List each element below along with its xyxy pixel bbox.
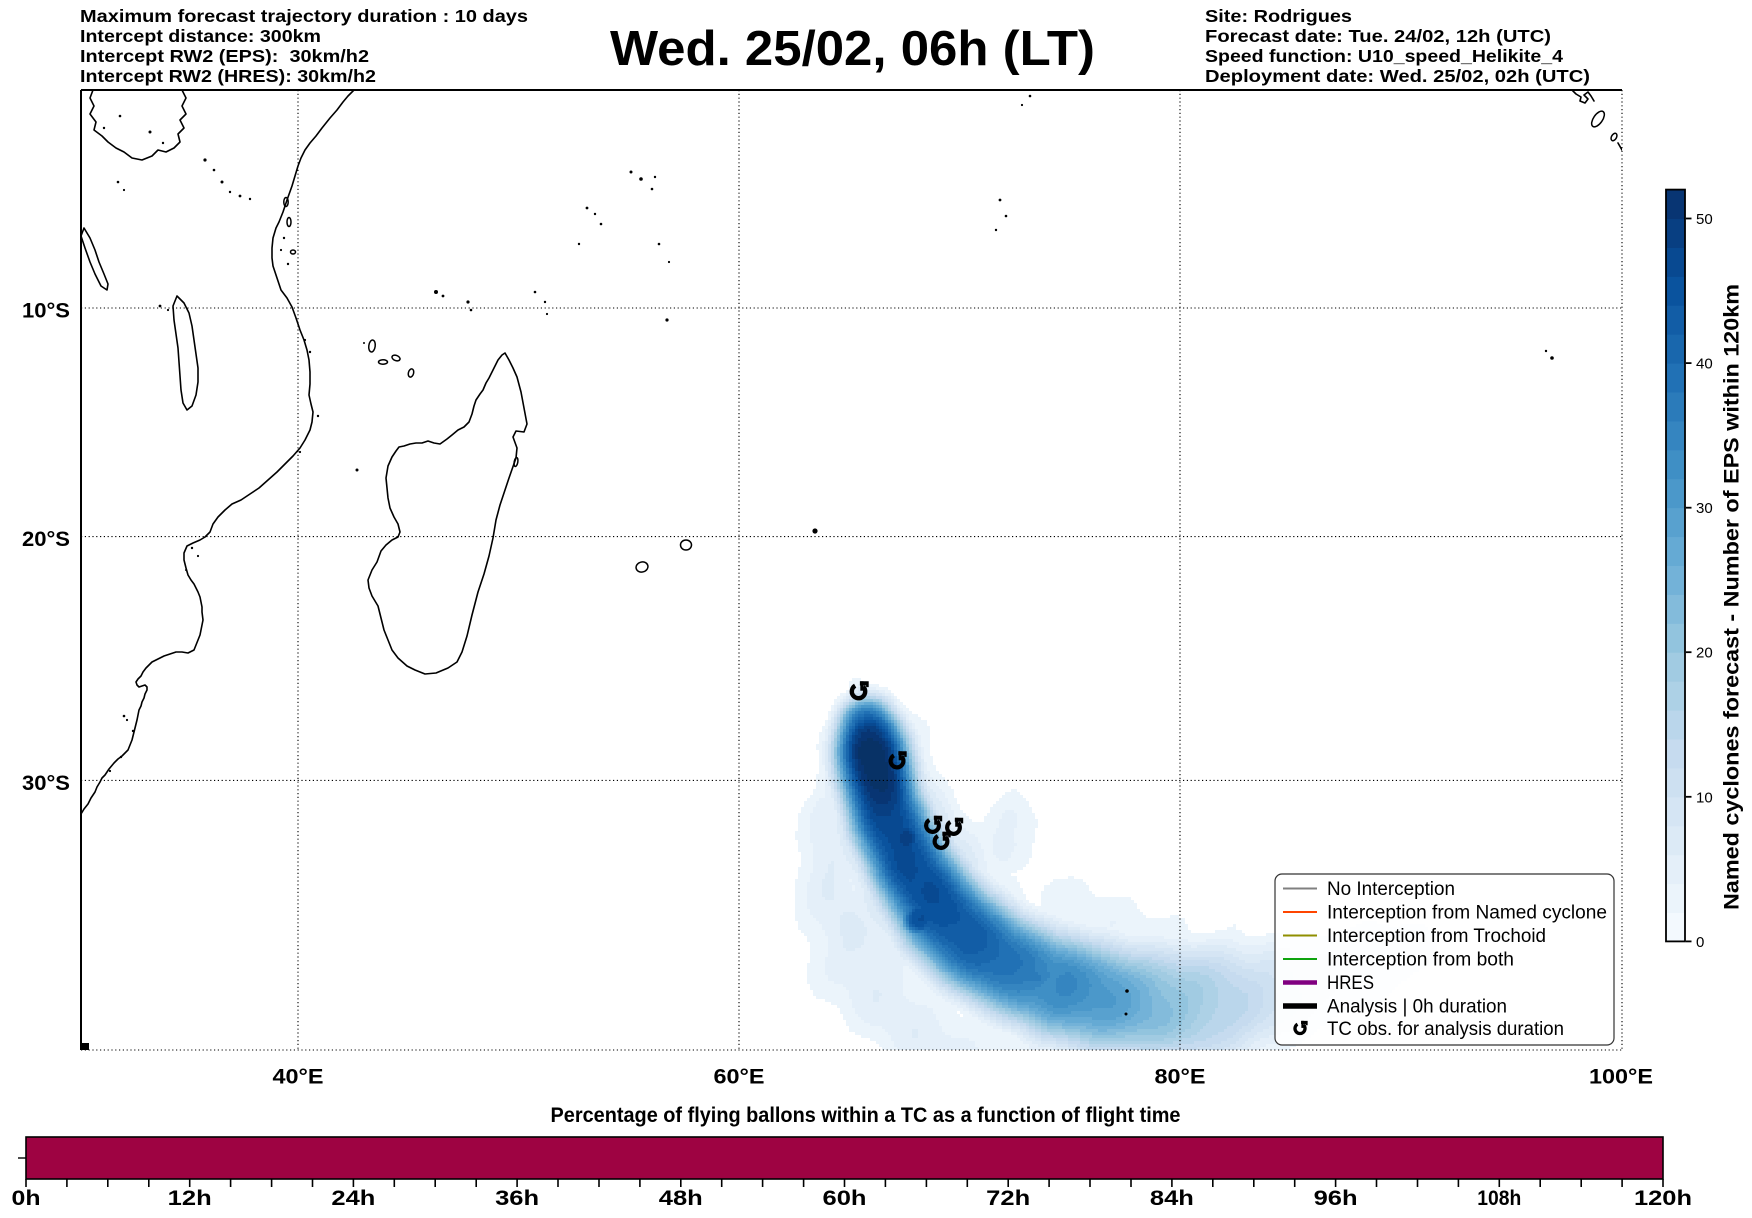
svg-text:TC obs. for analysis duration: TC obs. for analysis duration	[1327, 1019, 1564, 1040]
svg-text:20°S: 20°S	[22, 527, 70, 551]
svg-text:10: 10	[1696, 789, 1713, 806]
svg-text:No Interception: No Interception	[1327, 879, 1455, 900]
svg-text:120h: 120h	[1634, 1186, 1692, 1210]
svg-text:36h: 36h	[495, 1186, 539, 1210]
svg-text:Speed function: U10_speed_Heli: Speed function: U10_speed_Helikite_4	[1205, 46, 1563, 66]
svg-text:50: 50	[1696, 211, 1713, 228]
svg-text:84h: 84h	[1150, 1186, 1194, 1210]
svg-text:40: 40	[1696, 356, 1713, 373]
svg-text:30: 30	[1696, 500, 1713, 517]
svg-text:12h: 12h	[168, 1186, 212, 1210]
svg-text:100°E: 100°E	[1589, 1065, 1653, 1089]
svg-text:HRES: HRES	[1327, 973, 1374, 994]
svg-text:20: 20	[1696, 645, 1713, 662]
svg-text:108h: 108h	[1477, 1186, 1521, 1210]
svg-text:0h: 0h	[12, 1186, 41, 1210]
svg-text:Interception from Trochoid: Interception from Trochoid	[1327, 926, 1546, 947]
svg-text:Site: Rodrigues: Site: Rodrigues	[1205, 6, 1352, 26]
svg-text:Interception from both: Interception from both	[1327, 950, 1514, 971]
svg-text:72h: 72h	[986, 1186, 1030, 1210]
svg-text:Forecast date: Tue. 24/02, 12h: Forecast date: Tue. 24/02, 12h (UTC)	[1205, 26, 1551, 46]
svg-text:Named cyclones forecast - Numb: Named cyclones forecast - Number of EPS …	[1721, 284, 1744, 910]
svg-text:Intercept distance: 300km: Intercept distance: 300km	[80, 26, 321, 46]
svg-text:Percentage of flying ballons w: Percentage of flying ballons within a TC…	[551, 1104, 1181, 1127]
svg-text:Interception from Named cyclon: Interception from Named cyclone	[1327, 903, 1607, 924]
svg-text:30°S: 30°S	[22, 771, 70, 795]
svg-text:Intercept RW2 (HRES): 30km/h2: Intercept RW2 (HRES): 30km/h2	[80, 66, 376, 86]
svg-text:0: 0	[1696, 934, 1704, 951]
svg-text:Intercept RW2 (EPS): 30km/h2: Intercept RW2 (EPS): 30km/h2	[80, 46, 369, 66]
svg-text:60°E: 60°E	[714, 1065, 765, 1089]
svg-text:24h: 24h	[331, 1186, 375, 1210]
svg-text:48h: 48h	[659, 1186, 703, 1210]
svg-text:Deployment date: Wed. 25/02, 0: Deployment date: Wed. 25/02, 02h (UTC)	[1205, 66, 1590, 86]
svg-text:60h: 60h	[823, 1186, 867, 1210]
svg-text:10°S: 10°S	[22, 299, 70, 323]
svg-text:80°E: 80°E	[1155, 1065, 1206, 1089]
svg-text:40°E: 40°E	[273, 1065, 324, 1089]
svg-text:96h: 96h	[1314, 1186, 1358, 1210]
svg-text:Analysis | 0h duration: Analysis | 0h duration	[1327, 997, 1507, 1018]
svg-text:Wed. 25/02, 06h (LT): Wed. 25/02, 06h (LT)	[610, 22, 1095, 76]
svg-text:Maximum forecast trajectory du: Maximum forecast trajectory duration : 1…	[80, 6, 528, 26]
